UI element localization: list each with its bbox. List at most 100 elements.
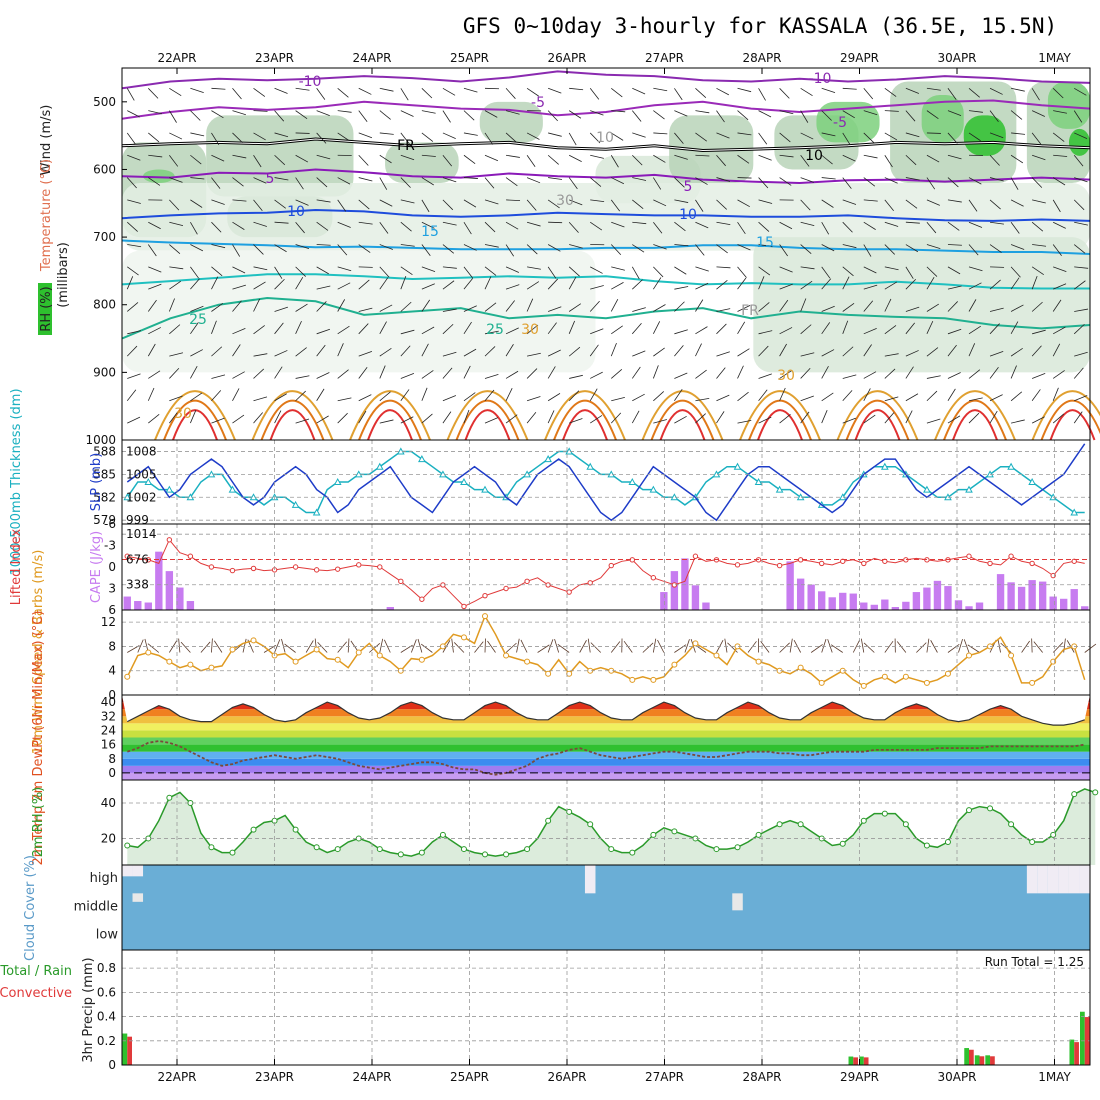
wind-barb xyxy=(758,88,766,101)
isotherm-arch-line xyxy=(952,409,998,441)
wind-barb xyxy=(947,328,962,335)
wind-barb xyxy=(610,199,621,212)
wind-barb xyxy=(611,396,625,402)
wind-barb xyxy=(695,132,707,142)
precip-total-bar xyxy=(848,1056,854,1065)
wind-barb xyxy=(716,367,726,379)
wind-barb xyxy=(147,299,157,312)
contour-label: -10 xyxy=(809,71,832,87)
rh-point xyxy=(734,844,741,851)
thickness-point xyxy=(544,455,552,463)
wind-barb xyxy=(147,387,155,401)
wind-barb xyxy=(253,281,266,290)
wind-barb xyxy=(253,412,264,424)
precip-convective-bar xyxy=(979,1056,985,1065)
wind-barb xyxy=(211,132,220,146)
wind-barb xyxy=(421,177,434,186)
thickness-point xyxy=(144,477,153,485)
wind-barb xyxy=(211,320,217,334)
wind-barb xyxy=(568,266,580,277)
wind-barb xyxy=(842,346,854,357)
rh-point xyxy=(250,826,257,833)
wind-barb xyxy=(316,177,328,188)
wind-barb xyxy=(779,177,792,186)
wind-barb xyxy=(863,199,878,202)
wind-barb xyxy=(442,154,453,167)
pressure-tick-label: 600 xyxy=(93,162,116,176)
wind-barb xyxy=(358,410,367,424)
li-point xyxy=(1029,560,1035,567)
wind-barb xyxy=(505,300,515,312)
wind-barb xyxy=(505,344,514,357)
cloud-high-label: high xyxy=(90,871,118,886)
wind-barb xyxy=(716,132,730,139)
wind-speed-point xyxy=(566,670,573,677)
wind-barb xyxy=(779,299,789,312)
wind-barb xyxy=(169,352,184,357)
isotherm-15-line xyxy=(121,239,1091,255)
wind-barb xyxy=(1031,221,1044,232)
wind-barb xyxy=(989,307,1004,312)
surface-wind-barb xyxy=(727,642,738,653)
thickness-tick-label: 582 xyxy=(93,490,116,504)
wind-barb xyxy=(821,132,836,137)
surface-wind-barb xyxy=(967,644,980,653)
wind-barb xyxy=(1073,323,1085,335)
wind-barb xyxy=(400,373,415,379)
cloud-high-gap xyxy=(132,865,144,877)
li-point xyxy=(566,589,572,595)
wind-barb xyxy=(1010,221,1020,234)
wind-barb xyxy=(1052,343,1061,357)
isotherm-25-line xyxy=(121,296,1091,340)
surface-wind-barb xyxy=(821,639,827,653)
surface-wind-barb xyxy=(274,639,281,653)
wind-barb xyxy=(253,353,268,357)
rh-point xyxy=(629,849,636,856)
wind-barb xyxy=(484,417,499,424)
wind-barb xyxy=(253,368,265,379)
wind-speed-point xyxy=(881,673,888,680)
wind-barb xyxy=(169,411,179,424)
wind-barb xyxy=(274,110,285,122)
wind-barb xyxy=(358,367,368,379)
wind-barb xyxy=(148,327,161,335)
wind-barb xyxy=(779,221,793,230)
isotherm-arch-line xyxy=(757,409,803,441)
wind-barb xyxy=(526,87,539,97)
wind-barb xyxy=(274,366,283,379)
wind-barb xyxy=(905,199,918,209)
wind-barb xyxy=(547,154,559,165)
wind-barb xyxy=(400,244,415,247)
surface-wind-barb xyxy=(926,638,930,653)
wind-barb xyxy=(1053,110,1067,114)
date-label-bottom: 23APR xyxy=(255,1070,294,1084)
isotherm-FR-line-core xyxy=(121,138,1091,152)
wind-barb xyxy=(716,280,728,290)
wind-barb xyxy=(400,88,409,101)
wind-barb xyxy=(842,417,856,424)
li-point xyxy=(187,553,194,559)
cape-bar xyxy=(807,584,815,610)
wind-barb xyxy=(1073,244,1086,254)
wind-barb xyxy=(863,177,876,187)
wind-barb xyxy=(442,221,457,226)
wind-barb xyxy=(821,322,831,335)
wind-barb xyxy=(127,302,139,312)
rh-shading-area xyxy=(816,101,880,143)
rh-point xyxy=(797,821,804,828)
wind-barb xyxy=(1031,275,1038,290)
wind-barb xyxy=(800,324,812,335)
contour-label: 5 xyxy=(684,179,693,195)
wind-barb xyxy=(589,388,598,401)
rh-point xyxy=(460,846,467,853)
wind-barb xyxy=(632,279,643,290)
wind-barb xyxy=(842,390,853,402)
surface-wind-barb xyxy=(554,638,560,653)
wind-barb xyxy=(126,132,136,145)
wind-barb xyxy=(905,322,915,335)
wind-barb xyxy=(1010,177,1019,190)
wind-barb xyxy=(842,266,854,277)
temperature-band xyxy=(122,772,1090,780)
wind-speed-point xyxy=(902,673,909,680)
wind-barb xyxy=(484,266,497,276)
